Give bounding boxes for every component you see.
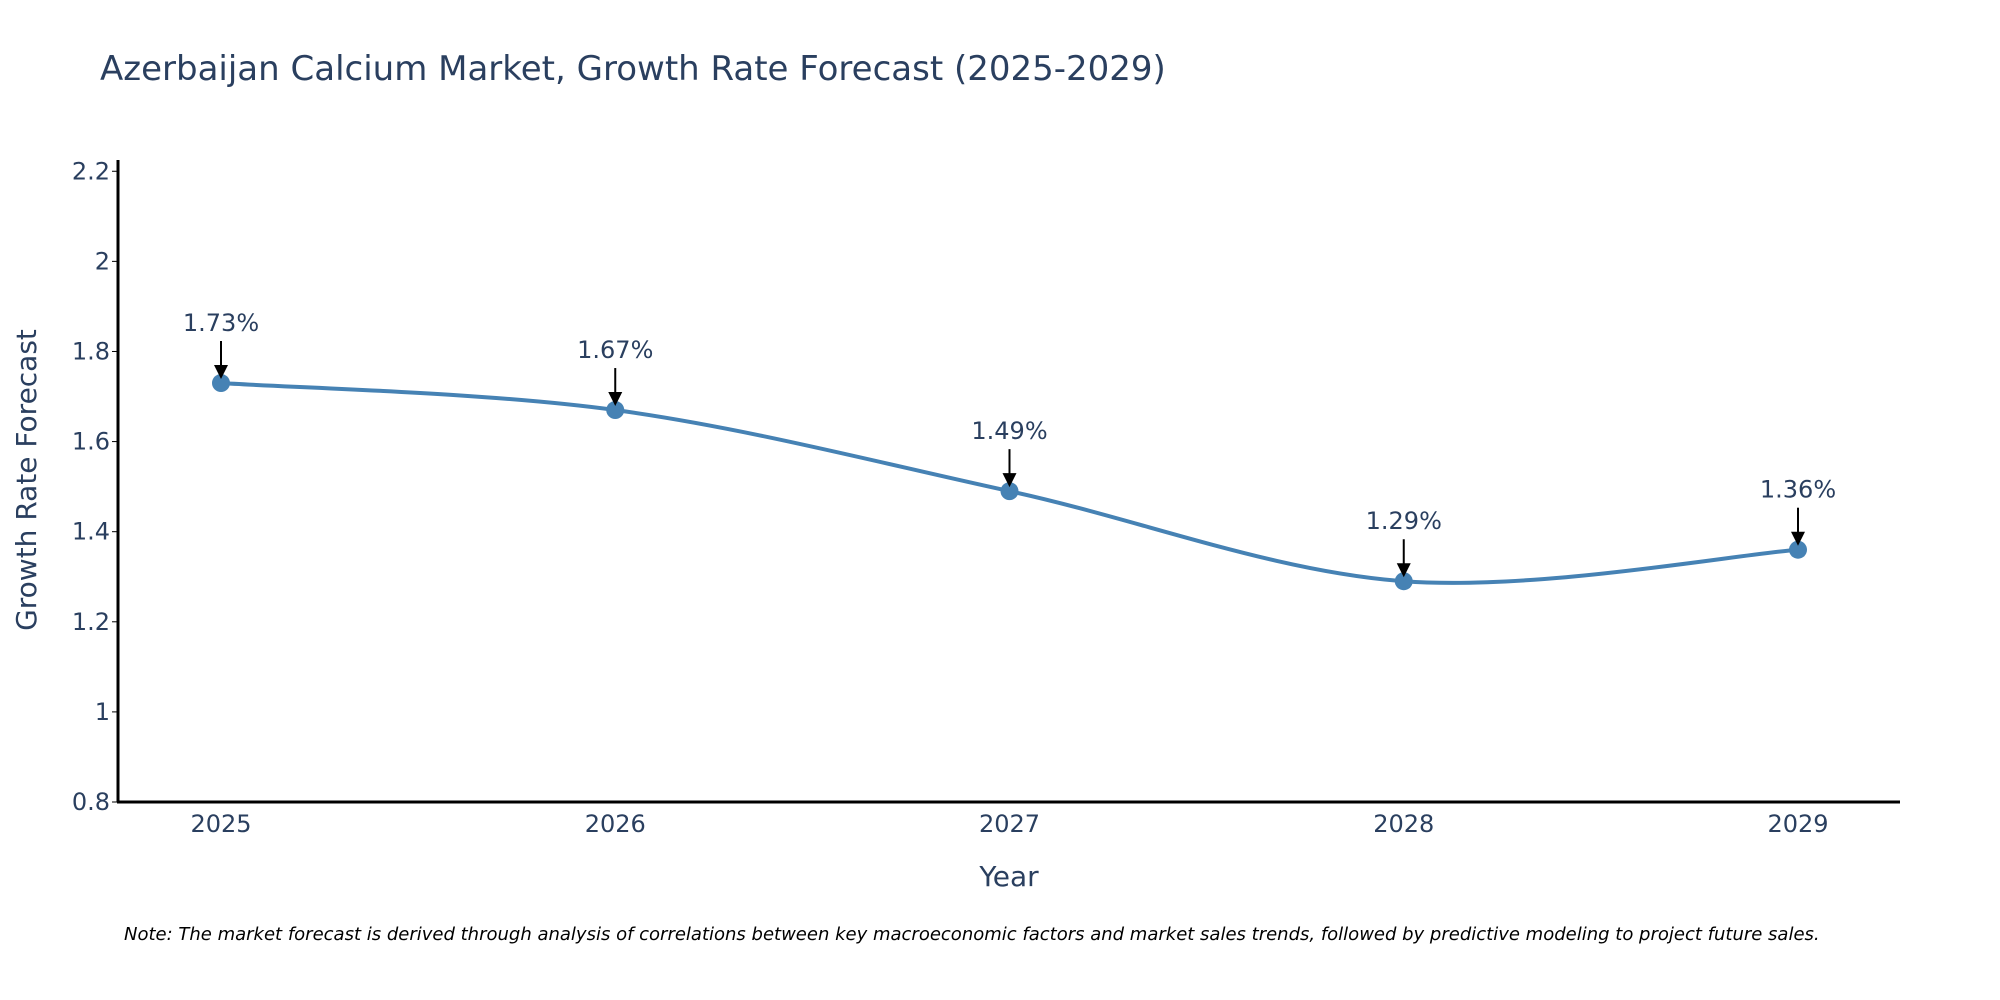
annotation-arrowhead: [608, 392, 623, 407]
data-point: [1789, 540, 1807, 559]
y-tick-label: 1.4: [72, 518, 110, 546]
data-point: [606, 401, 625, 420]
annotation-arrowhead: [1002, 473, 1017, 488]
annotation-arrowhead: [1791, 531, 1805, 546]
plot-area: 0.8 1 1.2 1.4 1.6 1.8 2 2.2 2025 2026 2027 2028 2029…: [72, 157, 1836, 838]
chart-title: Azerbaijan Calcium Market, Growth Rate F…: [100, 49, 1166, 89]
y-tick-label: 1.6: [72, 428, 110, 456]
data-label: 1.36%: [1760, 476, 1836, 504]
x-tick-label: 2029: [1767, 810, 1828, 838]
y-axis-title: Growth Rate Forecast: [10, 329, 43, 631]
y-tick-label: 1.8: [72, 337, 110, 365]
x-axis-title: Year: [978, 860, 1039, 893]
x-tick-label: 2025: [190, 810, 251, 838]
data-label: 1.73%: [183, 309, 259, 337]
annotation-arrowhead: [214, 365, 228, 380]
data-label: 1.67%: [577, 336, 653, 364]
data-point: [212, 374, 230, 393]
data-label: 1.29%: [1366, 507, 1442, 535]
y-tick-label: 2.2: [72, 157, 110, 185]
y-tick-label: 0.8: [72, 788, 110, 816]
x-tick-label: 2027: [979, 810, 1040, 838]
data-label: 1.49%: [971, 417, 1047, 445]
annotation-arrowhead: [1396, 563, 1411, 578]
data-point: [1394, 572, 1413, 591]
x-tick-label: 2026: [585, 810, 646, 838]
x-tick-label: 2028: [1373, 810, 1434, 838]
data-point: [1000, 482, 1019, 501]
footnote: Note: The market forecast is derived thr…: [124, 924, 1820, 945]
y-tick-label: 2: [95, 247, 110, 275]
y-tick-label: 1: [95, 698, 110, 726]
y-tick-label: 1.2: [72, 608, 110, 636]
